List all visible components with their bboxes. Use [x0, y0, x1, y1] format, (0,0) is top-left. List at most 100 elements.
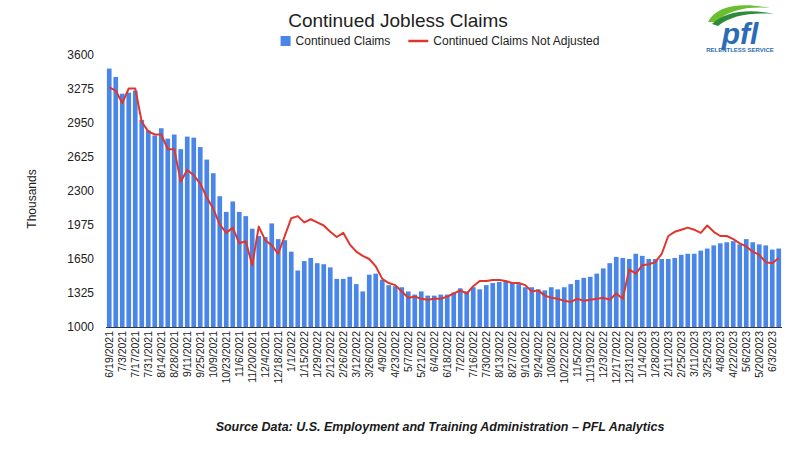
x-tick-label: 4/22/2023: [727, 331, 739, 378]
bar: [360, 291, 365, 327]
legend-label: Continued Claims Not Adjusted: [433, 34, 599, 48]
chart: 100013251650197523002625295032753600Thou…: [0, 0, 796, 460]
bar: [497, 282, 502, 327]
legend-symbol: [281, 36, 291, 46]
bar: [568, 284, 573, 327]
x-tick-label: 5/7/2022: [402, 331, 414, 372]
bar: [419, 291, 424, 327]
y-tick-label: 3275: [67, 82, 94, 96]
x-tick-label: 1/14/2023: [636, 331, 648, 378]
x-tick-label: 2/26/2022: [337, 331, 349, 378]
bar: [731, 241, 736, 327]
bar: [698, 251, 703, 327]
x-tick-label: 11/6/2021: [233, 331, 245, 377]
bar: [529, 287, 534, 327]
y-tick-label: 1000: [67, 320, 94, 334]
bar: [146, 130, 151, 327]
bar: [328, 267, 333, 327]
bar: [334, 279, 339, 327]
bar: [152, 136, 157, 327]
bar: [510, 282, 515, 327]
y-tick-label: 2950: [67, 116, 94, 130]
bar: [588, 277, 593, 327]
bar: [672, 258, 677, 327]
bar: [165, 139, 170, 327]
bar: [523, 287, 528, 327]
bar: [373, 274, 378, 327]
bar: [724, 242, 729, 327]
bar: [133, 91, 138, 327]
bar: [172, 135, 177, 327]
x-tick-label: 11/19/2022: [584, 331, 596, 383]
bar: [458, 288, 463, 327]
bar: [705, 249, 710, 327]
x-tick-label: 11/5/2022: [571, 331, 583, 377]
x-tick-label: 5/20/2023: [753, 331, 765, 378]
bar: [763, 245, 768, 327]
x-axis: [106, 327, 782, 328]
x-tick-label: 6/4/2022: [428, 331, 440, 372]
bar: [120, 94, 125, 327]
bar: [126, 93, 131, 327]
bar: [633, 254, 638, 327]
bar: [666, 259, 671, 327]
line: [109, 87, 779, 301]
x-tick-label: 7/30/2022: [480, 331, 492, 378]
x-tick-label: 6/19/2021: [103, 331, 115, 378]
y-tick-label: 1975: [67, 218, 94, 232]
x-tick-label: 12/3/2022: [597, 331, 609, 378]
bar: [302, 261, 307, 327]
x-tick-label: 1/29/2022: [311, 331, 323, 378]
background: [0, 0, 796, 460]
x-tick-label: 8/27/2022: [506, 331, 518, 378]
x-tick-label: 6/3/2023: [766, 331, 778, 372]
bar: [744, 239, 749, 327]
bar: [380, 280, 385, 327]
bar: [393, 286, 398, 327]
bar: [159, 128, 164, 327]
x-tick-label: 7/31/2021: [142, 331, 154, 378]
bar: [237, 212, 242, 327]
bar: [315, 263, 320, 327]
bar: [594, 274, 599, 327]
logo-text: pfl: [721, 17, 759, 50]
x-tick-label: 8/28/2021: [168, 331, 180, 378]
x-tick-label: 6/18/2022: [441, 331, 453, 378]
bar: [549, 287, 554, 327]
x-tick-label: 3/25/2023: [701, 331, 713, 378]
bar: [282, 240, 287, 327]
x-tick-label: 10/23/2021: [220, 331, 232, 384]
bar: [347, 277, 352, 327]
bar: [191, 138, 196, 327]
legend-symbol: [408, 40, 428, 43]
y-tick-label: 1650: [67, 252, 94, 266]
x-tick-label: 3/11/2023: [688, 331, 700, 377]
x-tick-label: 3/26/2022: [363, 331, 375, 378]
bar: [256, 236, 261, 327]
bar: [653, 259, 658, 327]
y-tick-label: 1325: [67, 286, 94, 300]
x-tick-label: 1/15/2022: [298, 331, 310, 378]
bar: [471, 287, 476, 327]
bar: [295, 271, 300, 327]
bar: [484, 285, 489, 327]
bar: [263, 237, 268, 327]
bar: [659, 259, 664, 327]
x-tick-label: 10/9/2021: [207, 331, 219, 378]
x-tick-label: 4/23/2022: [389, 331, 401, 378]
bar: [217, 196, 222, 327]
plot-area: [107, 69, 781, 327]
bar: [464, 291, 469, 327]
bar: [614, 257, 619, 327]
logo: pflRELENTLESS SERVICE: [706, 5, 774, 53]
x-tick-label: 10/22/2022: [558, 331, 570, 384]
y-tick-label: 2625: [67, 150, 94, 164]
x-tick-label: 12/4/2021: [259, 331, 271, 378]
x-tick-label: 4/9/2022: [376, 331, 388, 372]
bar: [646, 259, 651, 327]
bar: [451, 292, 456, 327]
title: Continued Jobless Claims: [288, 10, 508, 31]
x-tick-label: 7/3/2021: [116, 331, 128, 372]
bar: [308, 258, 313, 327]
bar: [230, 201, 235, 327]
